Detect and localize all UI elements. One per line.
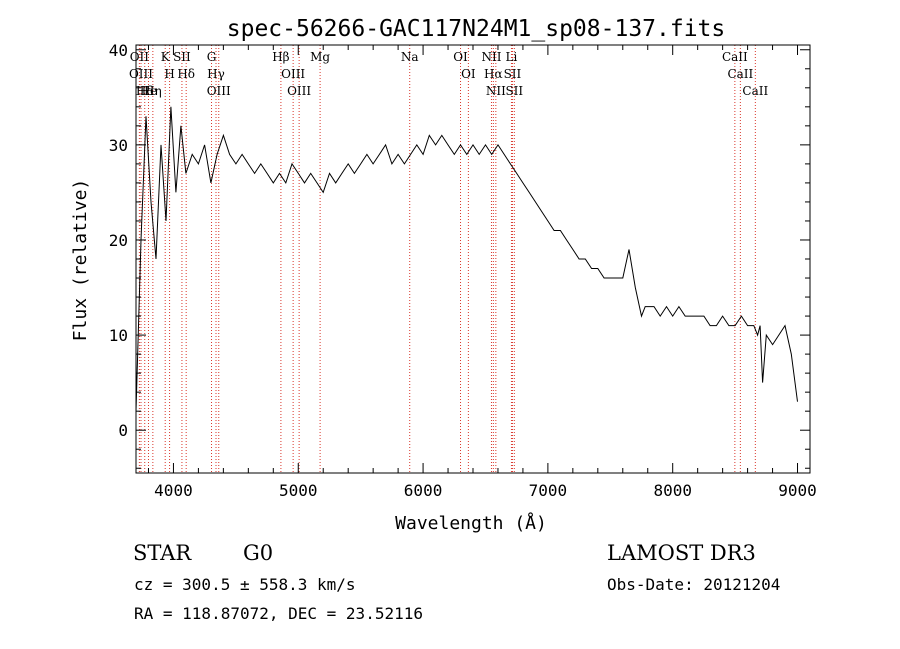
x-tick-label: 7000 — [529, 481, 568, 500]
spectral-line-label: Na — [401, 50, 419, 64]
y-tick-label: 0 — [118, 421, 128, 440]
spectral-line-label: CaII — [727, 67, 753, 81]
spectral-line-label: NII — [486, 84, 506, 98]
observation-date: Obs-Date: 20121204 — [607, 575, 780, 594]
x-tick-label: 6000 — [404, 481, 443, 500]
x-axis-label: Wavelength (Å) — [395, 512, 547, 534]
y-tick-label: 10 — [109, 326, 128, 345]
x-tick-label: 9000 — [778, 481, 817, 500]
chart-title: spec-56266-GAC117N24M1_sp08-137.fits — [227, 16, 726, 42]
y-axis-ticks: 0 10 20 30 40 — [109, 41, 810, 469]
spectral-line-label: Li — [506, 50, 518, 64]
spectral-line-label: OI — [461, 67, 476, 81]
spectral-line-label: Hη — [144, 84, 162, 98]
spectral-line-label: CaII — [742, 84, 768, 98]
spectral-line-label: CaII — [722, 50, 748, 64]
y-tick-label: 20 — [109, 231, 128, 250]
spectral-line-label: Hβ — [272, 50, 289, 64]
spectral-line-label: OIII — [281, 67, 305, 81]
spectral-line-label: G — [207, 50, 217, 64]
coordinates: RA = 118.87072, DEC = 23.52116 — [134, 604, 423, 623]
redshift-velocity: cz = 300.5 ± 558.3 km/s — [134, 575, 356, 594]
spectral-line-label: Mg — [310, 50, 330, 64]
x-tick-label: 8000 — [653, 481, 692, 500]
x-axis-ticks: 4000 5000 6000 7000 8000 9000 — [147, 45, 817, 500]
y-axis-label: Flux (relative) — [70, 179, 91, 342]
spectral-line-label: OIII — [207, 84, 231, 98]
y-tick-label: 40 — [109, 41, 128, 60]
spectral-line-label: K — [161, 50, 171, 64]
spectral-line-label: SII — [505, 84, 523, 98]
flux-series-line — [135, 106, 798, 412]
survey-name: LAMOST DR3 — [607, 541, 756, 565]
spectral-line-label: He — [140, 84, 158, 98]
line-markers — [138, 45, 756, 473]
plot-frame — [135, 44, 811, 474]
spectral-line-label: Hδ — [177, 67, 195, 81]
spectral-line-label: OII — [130, 50, 150, 64]
spectral-line-label: NII — [481, 50, 501, 64]
spectral-line-label: SII — [504, 67, 522, 81]
object-class: STAR — [133, 541, 192, 565]
spectral-line-label: OI — [453, 50, 468, 64]
x-tick-label: 4000 — [154, 481, 193, 500]
object-subclass: G0 — [243, 541, 273, 565]
spectral-line-label: SII — [173, 50, 191, 64]
spectral-line-label: Hγ — [207, 67, 225, 81]
x-tick-label: 5000 — [279, 481, 318, 500]
spectral-line-label: OIII — [129, 67, 153, 81]
spectral-line-label: H — [164, 67, 174, 81]
spectral-line-label: Hα — [484, 67, 503, 81]
spectral-line-label: OIII — [287, 84, 311, 98]
y-tick-label: 30 — [109, 136, 128, 155]
